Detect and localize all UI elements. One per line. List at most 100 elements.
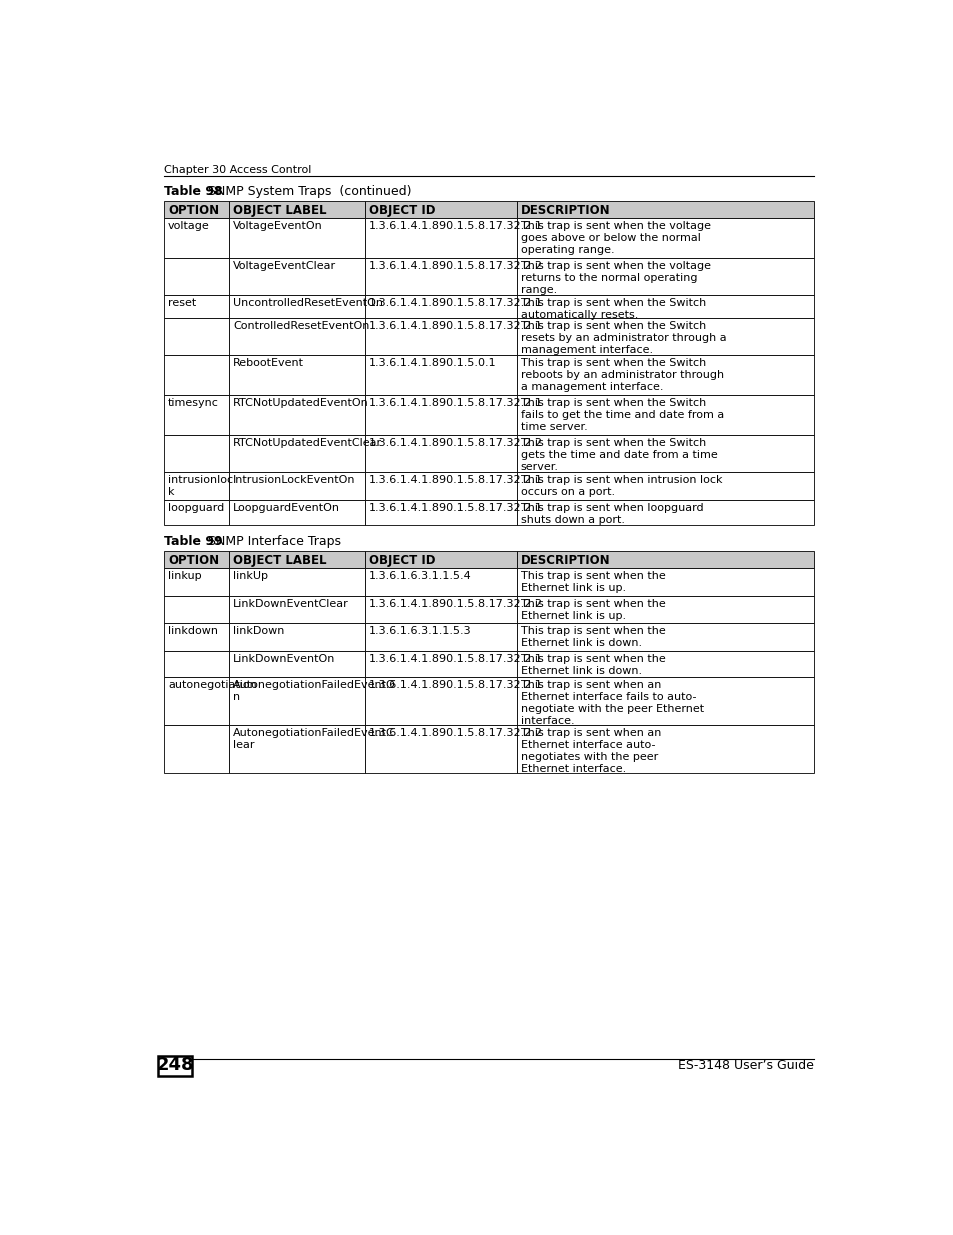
Bar	[517, 651, 813, 677]
Bar	[164, 201, 229, 219]
Text: This trap is sent when loopguard
shuts down a port.: This trap is sent when loopguard shuts d…	[520, 503, 702, 525]
Bar	[229, 595, 365, 624]
Text: This trap is sent when the voltage
returns to the normal operating
range.: This trap is sent when the voltage retur…	[520, 262, 710, 295]
Text: 1.3.6.1.4.1.890.1.5.8.17.32.2.1: 1.3.6.1.4.1.890.1.5.8.17.32.2.1	[369, 221, 542, 231]
Text: linkDown: linkDown	[233, 626, 284, 636]
Bar	[365, 677, 517, 725]
Bar	[229, 436, 365, 472]
Text: timesync: timesync	[168, 399, 219, 409]
Bar	[365, 436, 517, 472]
Bar	[517, 725, 813, 773]
Text: Chapter 30 Access Control: Chapter 30 Access Control	[164, 165, 312, 175]
Bar	[229, 319, 365, 356]
Text: OBJECT ID: OBJECT ID	[369, 555, 435, 567]
Text: This trap is sent when intrusion lock
occurs on a port.: This trap is sent when intrusion lock oc…	[520, 475, 721, 498]
Bar	[365, 500, 517, 525]
Bar	[164, 219, 229, 258]
Bar	[365, 568, 517, 595]
Text: LinkDownEventOn: LinkDownEventOn	[233, 655, 335, 664]
Bar	[164, 624, 229, 651]
Text: 1.3.6.1.4.1.890.1.5.8.17.32.2.1: 1.3.6.1.4.1.890.1.5.8.17.32.2.1	[369, 299, 542, 309]
Bar	[517, 500, 813, 525]
Text: AutonegotiationFailedEventO
n: AutonegotiationFailedEventO n	[233, 680, 395, 703]
Text: intrusionloc
k: intrusionloc k	[168, 475, 233, 498]
Text: DESCRIPTION: DESCRIPTION	[520, 205, 610, 217]
Bar	[517, 295, 813, 319]
Text: This trap is sent when the Switch
gets the time and date from a time
server.: This trap is sent when the Switch gets t…	[520, 438, 717, 473]
Bar	[517, 595, 813, 624]
Bar	[365, 624, 517, 651]
Bar	[164, 395, 229, 436]
Bar	[517, 201, 813, 219]
Text: OBJECT LABEL: OBJECT LABEL	[233, 205, 326, 217]
Text: OPTION: OPTION	[168, 555, 219, 567]
Bar	[517, 219, 813, 258]
Text: This trap is sent when the
Ethernet link is down.: This trap is sent when the Ethernet link…	[520, 655, 665, 676]
Bar	[164, 568, 229, 595]
Bar	[517, 319, 813, 356]
Text: 1.3.6.1.4.1.890.1.5.8.17.32.2.1: 1.3.6.1.4.1.890.1.5.8.17.32.2.1	[369, 680, 542, 690]
Text: ES-3148 User’s Guide: ES-3148 User’s Guide	[677, 1058, 813, 1072]
Text: LoopguardEventOn: LoopguardEventOn	[233, 503, 340, 514]
Text: AutonegotiationFailedEventC
lear: AutonegotiationFailedEventC lear	[233, 727, 395, 750]
Text: 1.3.6.1.6.3.1.1.5.3: 1.3.6.1.6.3.1.1.5.3	[369, 626, 471, 636]
Text: VoltageEventClear: VoltageEventClear	[233, 262, 336, 272]
Bar	[365, 395, 517, 436]
Text: This trap is sent when the Switch
automatically resets.: This trap is sent when the Switch automa…	[520, 299, 705, 320]
Text: UncontrolledResetEventOn: UncontrolledResetEventOn	[233, 299, 383, 309]
Text: ControlledResetEventOn: ControlledResetEventOn	[233, 321, 369, 331]
Text: 1.3.6.1.4.1.890.1.5.8.17.32.2.2: 1.3.6.1.4.1.890.1.5.8.17.32.2.2	[369, 438, 542, 448]
Text: OBJECT ID: OBJECT ID	[369, 205, 435, 217]
Bar	[229, 295, 365, 319]
Text: RebootEvent: RebootEvent	[233, 358, 304, 368]
Bar	[229, 219, 365, 258]
Bar	[517, 551, 813, 568]
Bar	[365, 201, 517, 219]
Text: 1.3.6.1.4.1.890.1.5.8.17.32.2.2: 1.3.6.1.4.1.890.1.5.8.17.32.2.2	[369, 599, 542, 609]
Bar	[229, 568, 365, 595]
Text: Table 99: Table 99	[164, 535, 223, 548]
Text: SNMP Interface Traps: SNMP Interface Traps	[200, 535, 341, 548]
Bar	[517, 624, 813, 651]
Bar	[517, 395, 813, 436]
Bar	[164, 436, 229, 472]
Text: loopguard: loopguard	[168, 503, 224, 514]
Bar	[365, 725, 517, 773]
Bar	[517, 568, 813, 595]
Bar	[164, 651, 229, 677]
Bar	[365, 472, 517, 500]
Bar	[229, 651, 365, 677]
Text: This trap is sent when the
Ethernet link is up.: This trap is sent when the Ethernet link…	[520, 571, 665, 593]
Bar	[229, 258, 365, 295]
Text: This trap is sent when an
Ethernet interface auto-
negotiates with the peer
Ethe: This trap is sent when an Ethernet inter…	[520, 727, 660, 774]
Text: 248: 248	[156, 1056, 193, 1074]
Text: RTCNotUpdatedEventClear: RTCNotUpdatedEventClear	[233, 438, 382, 448]
Text: 1.3.6.1.4.1.890.1.5.8.17.32.2.2: 1.3.6.1.4.1.890.1.5.8.17.32.2.2	[369, 727, 542, 739]
Bar	[229, 551, 365, 568]
Text: 1.3.6.1.4.1.890.1.5.0.1: 1.3.6.1.4.1.890.1.5.0.1	[369, 358, 496, 368]
Bar	[517, 258, 813, 295]
Text: This trap is sent when the Switch
fails to get the time and date from a
time ser: This trap is sent when the Switch fails …	[520, 399, 723, 432]
Bar	[229, 395, 365, 436]
Text: reset: reset	[168, 299, 196, 309]
Text: RTCNotUpdatedEventOn: RTCNotUpdatedEventOn	[233, 399, 369, 409]
Bar	[164, 551, 229, 568]
Text: SNMP System Traps  (continued): SNMP System Traps (continued)	[200, 185, 412, 199]
Bar	[158, 1056, 192, 1076]
Text: 1.3.6.1.4.1.890.1.5.8.17.32.2.1: 1.3.6.1.4.1.890.1.5.8.17.32.2.1	[369, 475, 542, 485]
Text: linkup: linkup	[168, 571, 201, 580]
Bar	[164, 295, 229, 319]
Text: This trap is sent when the
Ethernet link is down.: This trap is sent when the Ethernet link…	[520, 626, 665, 648]
Text: VoltageEventOn: VoltageEventOn	[233, 221, 322, 231]
Bar	[164, 319, 229, 356]
Text: linkdown: linkdown	[168, 626, 218, 636]
Text: This trap is sent when the
Ethernet link is up.: This trap is sent when the Ethernet link…	[520, 599, 665, 621]
Bar	[517, 677, 813, 725]
Bar	[365, 651, 517, 677]
Bar	[229, 201, 365, 219]
Text: This trap is sent when the Switch
resets by an administrator through a
managemen: This trap is sent when the Switch resets…	[520, 321, 725, 356]
Text: This trap is sent when the Switch
reboots by an administrator through
a manageme: This trap is sent when the Switch reboot…	[520, 358, 723, 393]
Text: Table 98: Table 98	[164, 185, 223, 199]
Text: 1.3.6.1.4.1.890.1.5.8.17.32.2.1: 1.3.6.1.4.1.890.1.5.8.17.32.2.1	[369, 503, 542, 514]
Bar	[229, 356, 365, 395]
